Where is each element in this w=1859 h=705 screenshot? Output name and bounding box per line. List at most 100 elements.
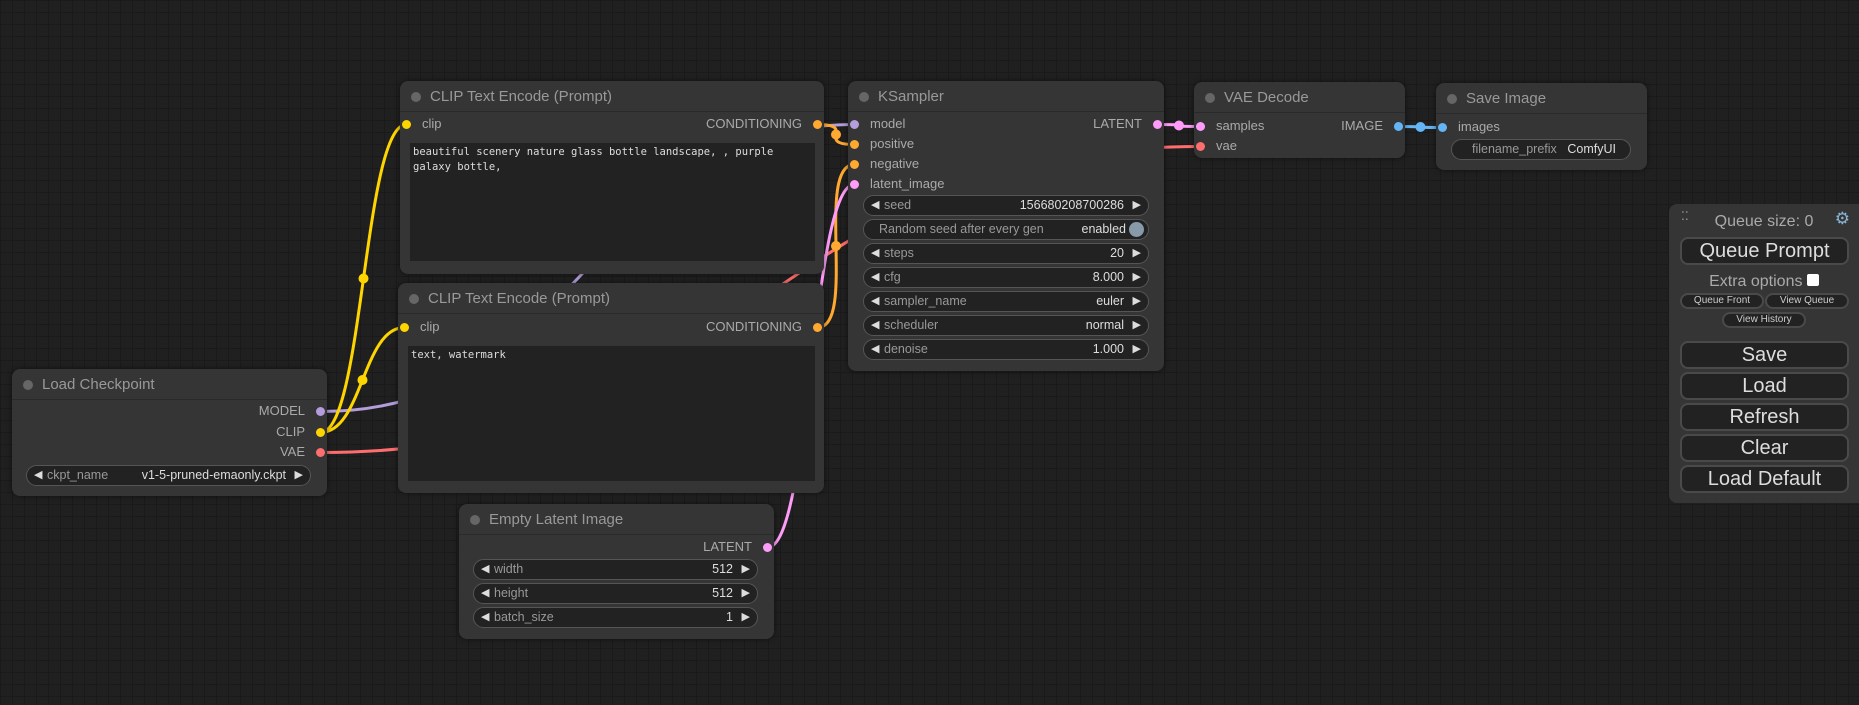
collapse-dot-icon[interactable]: [470, 515, 480, 525]
node-clip-text-encode-positive[interactable]: CLIP Text Encode (Prompt) clip CONDITION…: [400, 81, 824, 274]
node-title[interactable]: Empty Latent Image: [459, 504, 774, 535]
denoise-widget[interactable]: ◀ denoise 1.000 ▶: [863, 339, 1149, 360]
toggle-knob-icon[interactable]: [1129, 222, 1144, 237]
arrow-right-icon[interactable]: ▶: [1132, 247, 1141, 259]
arrow-left-icon[interactable]: ◀: [871, 271, 880, 283]
queue-front-button[interactable]: Queue Front: [1680, 293, 1764, 309]
node-clip-text-encode-negative[interactable]: CLIP Text Encode (Prompt) clip CONDITION…: [398, 283, 824, 493]
node-title[interactable]: CLIP Text Encode (Prompt): [398, 283, 824, 314]
arrow-right-icon[interactable]: ▶: [1132, 295, 1141, 307]
link-midpoint-icon[interactable]: [831, 241, 841, 251]
collapse-dot-icon[interactable]: [1205, 93, 1215, 103]
slot-dot-icon[interactable]: [850, 140, 859, 149]
output-conditioning[interactable]: CONDITIONING: [706, 319, 822, 335]
input-vae[interactable]: vae: [1196, 138, 1237, 154]
node-load-checkpoint[interactable]: Load Checkpoint MODEL CLIP VAE ◀ ckpt_nam…: [12, 369, 327, 496]
batch-size-widget[interactable]: ◀ batch_size 1 ▶: [473, 607, 758, 628]
arrow-left-icon[interactable]: ◀: [871, 199, 880, 211]
width-widget[interactable]: ◀ width 512 ▶: [473, 559, 758, 580]
slot-dot-icon[interactable]: [1196, 142, 1205, 151]
random-seed-toggle[interactable]: Random seed after every gen enabled: [863, 219, 1149, 240]
sampler-name-widget[interactable]: ◀ sampler_name euler ▶: [863, 291, 1149, 312]
output-image[interactable]: IMAGE: [1341, 118, 1403, 134]
clear-button[interactable]: Clear: [1680, 434, 1849, 462]
seed-widget[interactable]: ◀ seed 156680208700286 ▶: [863, 195, 1149, 216]
input-samples[interactable]: samples: [1196, 118, 1264, 134]
input-clip[interactable]: clip: [402, 116, 442, 132]
node-title[interactable]: KSampler: [848, 81, 1164, 112]
node-vae-decode[interactable]: VAE Decode samples vae IMAGE: [1194, 82, 1405, 158]
refresh-button[interactable]: Refresh: [1680, 403, 1849, 431]
output-latent[interactable]: LATENT: [703, 539, 772, 555]
slot-dot-icon[interactable]: [316, 407, 325, 416]
arrow-left-icon[interactable]: ◀: [481, 587, 490, 599]
prompt-textarea[interactable]: text, watermark: [408, 346, 815, 481]
arrow-left-icon[interactable]: ◀: [481, 563, 490, 575]
slot-dot-icon[interactable]: [400, 323, 409, 332]
collapse-dot-icon[interactable]: [23, 380, 33, 390]
arrow-right-icon[interactable]: ▶: [1132, 319, 1141, 331]
arrow-right-icon[interactable]: ▶: [741, 563, 750, 575]
arrow-right-icon[interactable]: ▶: [741, 587, 750, 599]
node-empty-latent-image[interactable]: Empty Latent Image LATENT ◀ width 512 ▶ ◀ he…: [459, 504, 774, 639]
slot-dot-icon[interactable]: [850, 160, 859, 169]
input-clip[interactable]: clip: [400, 319, 440, 335]
slot-dot-icon[interactable]: [763, 543, 772, 552]
output-conditioning[interactable]: CONDITIONING: [706, 116, 822, 132]
link-midpoint-icon[interactable]: [358, 273, 369, 284]
scheduler-widget[interactable]: ◀ scheduler normal ▶: [863, 315, 1149, 336]
link-midpoint-icon[interactable]: [831, 129, 841, 140]
arrow-left-icon[interactable]: ◀: [34, 469, 43, 481]
collapse-dot-icon[interactable]: [409, 294, 419, 304]
input-latent-image[interactable]: latent_image: [850, 176, 944, 192]
link-midpoint-icon[interactable]: [357, 374, 368, 385]
node-title[interactable]: VAE Decode: [1194, 82, 1405, 113]
arrow-right-icon[interactable]: ▶: [741, 611, 750, 623]
slot-dot-icon[interactable]: [813, 323, 822, 332]
output-latent[interactable]: LATENT: [1093, 116, 1162, 132]
input-model[interactable]: model: [850, 116, 905, 132]
view-history-button[interactable]: View History: [1722, 312, 1806, 328]
slot-dot-icon[interactable]: [402, 120, 411, 129]
collapse-dot-icon[interactable]: [1447, 94, 1457, 104]
arrow-left-icon[interactable]: ◀: [871, 247, 880, 259]
input-images[interactable]: images: [1438, 119, 1500, 135]
node-title[interactable]: Save Image: [1436, 83, 1647, 114]
collapse-dot-icon[interactable]: [859, 92, 869, 102]
arrow-left-icon[interactable]: ◀: [481, 611, 490, 623]
height-widget[interactable]: ◀ height 512 ▶: [473, 583, 758, 604]
slot-dot-icon[interactable]: [850, 180, 859, 189]
load-default-button[interactable]: Load Default: [1680, 465, 1849, 493]
slot-dot-icon[interactable]: [1394, 122, 1403, 131]
arrow-left-icon[interactable]: ◀: [871, 319, 880, 331]
load-button[interactable]: Load: [1680, 372, 1849, 400]
ckpt-name-combo[interactable]: ◀ ckpt_name v1-5-pruned-emaonly.ckpt ▶: [26, 465, 311, 486]
slot-dot-icon[interactable]: [316, 448, 325, 457]
queue-prompt-button[interactable]: Queue Prompt: [1680, 237, 1849, 265]
output-model[interactable]: MODEL: [259, 403, 325, 419]
link-midpoint-icon[interactable]: [1174, 120, 1184, 131]
slot-dot-icon[interactable]: [813, 120, 822, 129]
slot-dot-icon[interactable]: [850, 120, 859, 129]
slot-dot-icon[interactable]: [316, 428, 325, 437]
input-negative[interactable]: negative: [850, 156, 919, 172]
arrow-right-icon[interactable]: ▶: [1132, 199, 1141, 211]
prompt-textarea[interactable]: beautiful scenery nature glass bottle la…: [410, 143, 815, 261]
arrow-left-icon[interactable]: ◀: [871, 343, 880, 355]
output-clip[interactable]: CLIP: [276, 424, 325, 440]
node-ksampler[interactable]: KSampler model positive negative latent_…: [848, 81, 1164, 371]
output-vae[interactable]: VAE: [280, 444, 325, 460]
slot-dot-icon[interactable]: [1153, 120, 1162, 129]
settings-gear-icon[interactable]: ⚙: [1834, 209, 1850, 228]
filename-prefix-input[interactable]: filename_prefix ComfyUI: [1451, 139, 1631, 160]
node-save-image[interactable]: Save Image images filename_prefix ComfyUI: [1436, 83, 1647, 170]
arrow-right-icon[interactable]: ▶: [294, 469, 303, 481]
view-queue-button[interactable]: View Queue: [1765, 293, 1849, 309]
extra-options-checkbox[interactable]: [1806, 274, 1819, 286]
link-midpoint-icon[interactable]: [1415, 122, 1426, 132]
slot-dot-icon[interactable]: [1438, 123, 1447, 132]
cfg-widget[interactable]: ◀ cfg 8.000 ▶: [863, 267, 1149, 288]
arrow-right-icon[interactable]: ▶: [1132, 343, 1141, 355]
save-button[interactable]: Save: [1680, 341, 1849, 369]
collapse-dot-icon[interactable]: [411, 92, 421, 102]
